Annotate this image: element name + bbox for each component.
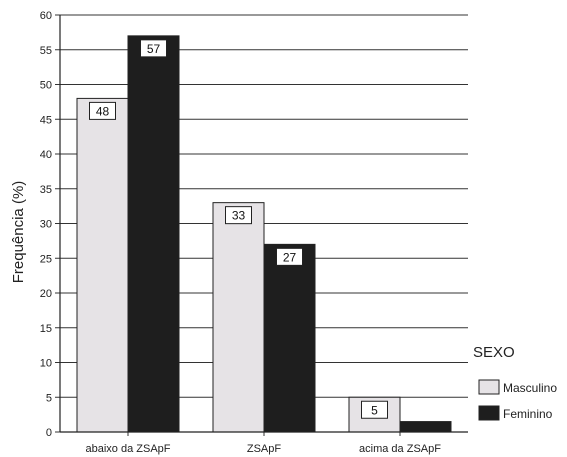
y-tick-label: 60 bbox=[40, 10, 52, 22]
data-label: 33 bbox=[232, 209, 246, 223]
bar bbox=[399, 421, 452, 433]
x-category-label: ZSApF bbox=[247, 443, 282, 455]
y-tick-label: 25 bbox=[40, 253, 52, 265]
data-label: 57 bbox=[147, 42, 161, 56]
data-label-box bbox=[361, 400, 388, 419]
y-tick-label: 55 bbox=[40, 45, 52, 57]
data-label: 48 bbox=[96, 104, 110, 118]
y-tick-label: 40 bbox=[40, 149, 52, 161]
legend-entry: Feminino bbox=[503, 407, 553, 421]
bar bbox=[263, 243, 316, 433]
data-label: 27 bbox=[283, 250, 297, 264]
bar bbox=[127, 35, 180, 433]
legend-swatch bbox=[478, 405, 500, 421]
bar bbox=[212, 202, 265, 433]
data-label: 5 bbox=[371, 403, 378, 417]
bar bbox=[76, 97, 129, 433]
y-tick-label: 50 bbox=[40, 80, 52, 92]
axes bbox=[59, 15, 468, 433]
bars: 48 57 33 27 5 bbox=[76, 35, 452, 433]
y-axis-label: Frequência (%) bbox=[10, 181, 27, 284]
y-tick-label: 0 bbox=[46, 427, 52, 439]
y-tick-label: 15 bbox=[40, 323, 52, 335]
y-axis-ticks: 0 5 10 15 20 25 30 35 40 45 50 55 60 bbox=[40, 10, 60, 439]
y-tick-label: 10 bbox=[40, 358, 52, 370]
y-tick-label: 20 bbox=[40, 288, 52, 300]
legend-entry: Masculino bbox=[503, 381, 557, 395]
y-tick-label: 5 bbox=[46, 392, 52, 404]
y-tick-label: 30 bbox=[40, 219, 52, 231]
data-label-box bbox=[140, 39, 167, 58]
data-label-box bbox=[225, 206, 252, 225]
x-axis-categories: abaixo da ZSApF ZSApF acima da ZSApF bbox=[86, 432, 441, 455]
y-tick-label: 45 bbox=[40, 114, 52, 126]
data-label-box bbox=[89, 101, 116, 120]
legend: SEXO Masculino Feminino bbox=[473, 344, 557, 421]
y-tick-label: 35 bbox=[40, 184, 52, 196]
legend-swatch bbox=[478, 379, 500, 395]
x-category-label: abaixo da ZSApF bbox=[86, 443, 171, 455]
x-category-label: acima da ZSApF bbox=[359, 443, 441, 455]
data-label-box bbox=[276, 247, 303, 266]
legend-title: SEXO bbox=[473, 344, 515, 361]
